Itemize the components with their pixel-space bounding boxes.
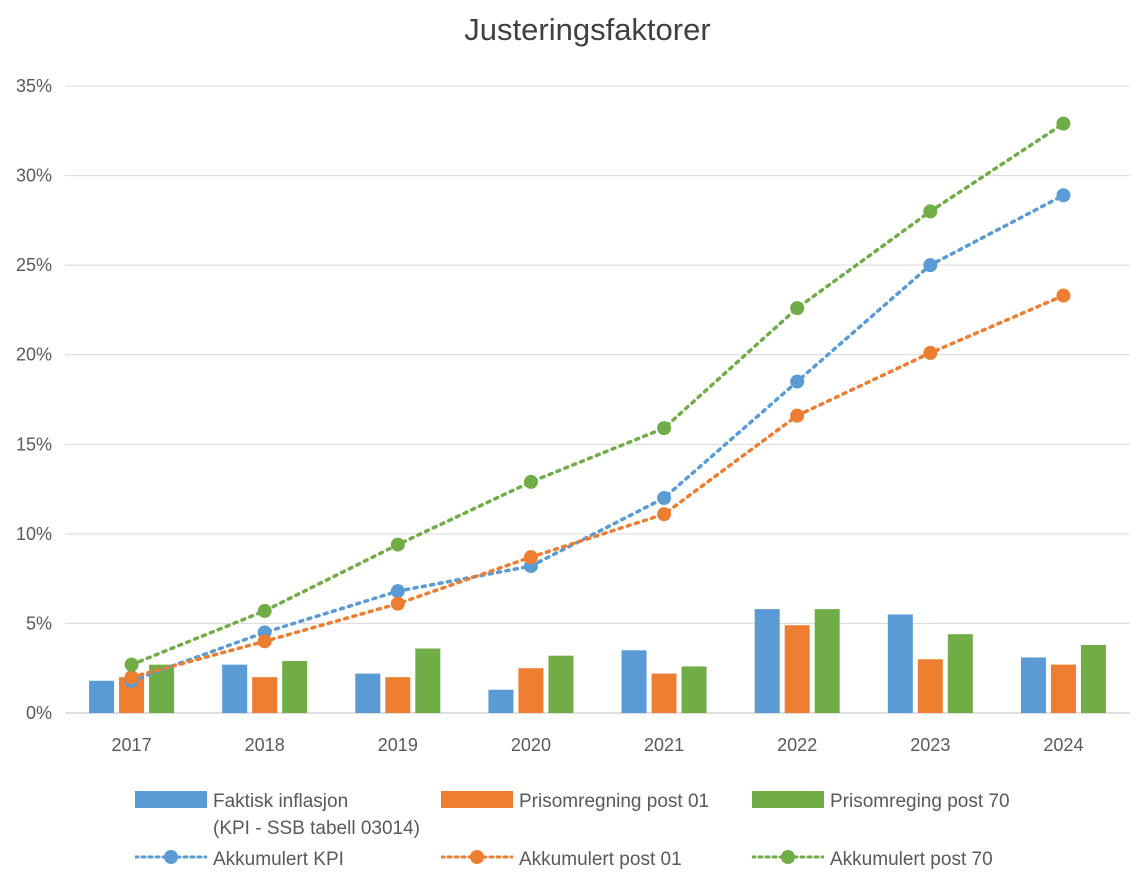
data-point (523, 550, 538, 565)
bar (548, 655, 574, 713)
data-point (1056, 188, 1071, 203)
data-point (790, 374, 805, 389)
x-tick-label: 2017 (112, 735, 152, 755)
bar (149, 664, 175, 713)
bar (1050, 664, 1076, 713)
series-line (129, 293, 1066, 679)
line-series (124, 116, 1071, 688)
bar (621, 650, 647, 713)
data-point (923, 204, 938, 219)
data-point (657, 491, 672, 506)
x-tick-label: 2023 (910, 735, 950, 755)
legend-item-akkumulert-post-01: Akkumulert post 01 (441, 846, 682, 873)
y-tick-label: 30% (16, 166, 52, 186)
series-line (129, 193, 1066, 683)
legend-swatch-orange (441, 791, 513, 808)
y-tick-label: 15% (16, 434, 52, 454)
legend-label: Faktisk inflasjon (213, 791, 349, 812)
legend: Faktisk inflasjon (KPI - SSB tabell 0301… (0, 780, 1145, 880)
data-point (923, 345, 938, 360)
data-point (1056, 288, 1071, 303)
series-line (129, 121, 1066, 667)
legend-label: Prisomregning post 01 (519, 791, 710, 812)
bar (784, 625, 810, 713)
gridlines (65, 85, 1130, 714)
chart-plot: 0% 5% 10% 15% 20% 25% 30% 35% 2017 2018 2019 2020 20… (16, 76, 1130, 755)
data-point (390, 537, 405, 552)
legend-item-akkumulert-kpi: Akkumulert KPI (135, 846, 344, 873)
legend-swatch-blue (135, 791, 207, 808)
legend-label: Prisomreging post 70 (830, 791, 1010, 812)
bar (1020, 657, 1046, 713)
y-tick-label: 0% (26, 703, 52, 723)
bar (415, 648, 441, 713)
data-point (923, 258, 938, 273)
data-point (1056, 116, 1071, 131)
data-point (390, 584, 405, 599)
bar (282, 661, 308, 713)
legend-dotted-line-orange (441, 846, 513, 868)
bar (651, 673, 677, 713)
legend-item-faktisk-inflasjon: Faktisk inflasjon (KPI - SSB tabell 0301… (135, 788, 420, 842)
data-point (390, 596, 405, 611)
data-point (124, 670, 139, 685)
data-point (790, 408, 805, 423)
bar (385, 677, 411, 713)
data-point (257, 603, 272, 618)
x-tick-label: 2019 (378, 735, 418, 755)
bar (222, 664, 248, 713)
x-tick-label: 2020 (511, 735, 551, 755)
y-tick-label: 35% (16, 76, 52, 96)
bar (814, 609, 840, 713)
x-tick-label: 2018 (245, 735, 285, 755)
legend-label-line2: (KPI - SSB tabell 03014) (213, 818, 420, 839)
legend-dotted-line-blue (135, 846, 207, 868)
legend-label: Akkumulert post 70 (830, 849, 993, 870)
y-tick-label: 20% (16, 345, 52, 365)
legend-swatch-green (752, 791, 824, 808)
legend-item-prisomreging-post-70: Prisomreging post 70 (752, 788, 1010, 815)
bar (355, 673, 381, 713)
y-tick-label: 5% (26, 613, 52, 633)
bar (917, 659, 943, 713)
bar-series (89, 609, 1106, 713)
y-tick-label: 25% (16, 255, 52, 275)
x-tick-label: 2024 (1043, 735, 1083, 755)
legend-item-prisomregning-post-01: Prisomregning post 01 (441, 788, 709, 815)
legend-label: Akkumulert post 01 (519, 849, 682, 870)
axis-labels: 0% 5% 10% 15% 20% 25% 30% 35% 2017 2018 2019 2020 20… (16, 76, 1083, 755)
x-tick-label: 2021 (644, 735, 684, 755)
data-point (124, 657, 139, 672)
data-point (657, 507, 672, 522)
data-point (657, 421, 672, 436)
chart-title: Justeringsfaktorer (464, 12, 711, 47)
bar (252, 677, 278, 713)
bar (887, 614, 913, 713)
bar (681, 666, 707, 713)
bar (1080, 644, 1106, 713)
bar (518, 668, 544, 713)
bar (947, 634, 973, 713)
data-point (523, 474, 538, 489)
bar (488, 689, 514, 713)
data-point (790, 301, 805, 316)
bar (89, 680, 115, 713)
y-tick-label: 10% (16, 524, 52, 544)
x-tick-label: 2022 (777, 735, 817, 755)
legend-dotted-line-green (752, 846, 824, 868)
legend-label: Akkumulert KPI (213, 849, 344, 870)
data-point (257, 634, 272, 649)
legend-item-akkumulert-post-70: Akkumulert post 70 (752, 846, 993, 873)
bar (754, 609, 780, 713)
